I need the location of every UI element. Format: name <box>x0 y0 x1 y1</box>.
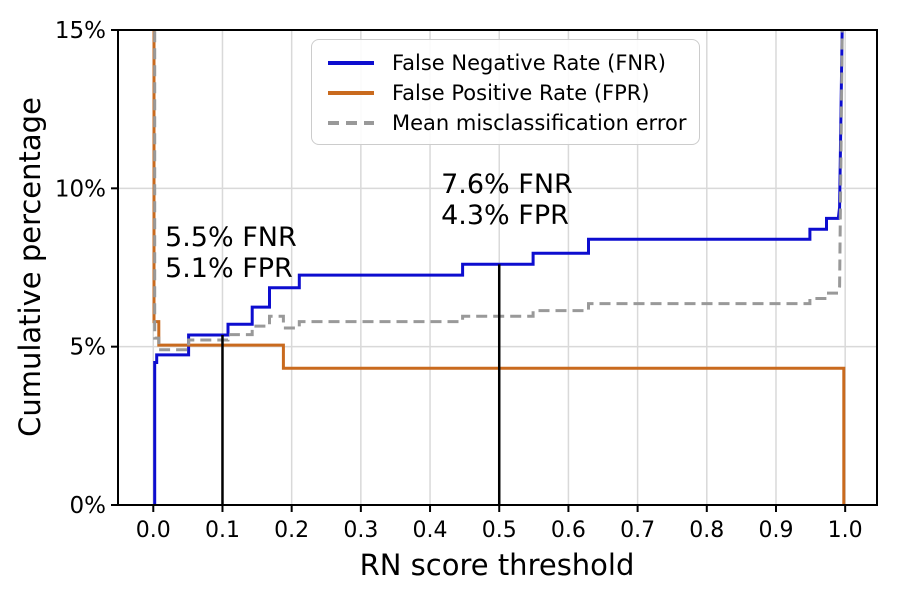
annotation-line: 5.1% FPR <box>165 252 293 284</box>
x-tick-label: 0.9 <box>758 518 793 543</box>
x-axis-label: RN score threshold <box>359 548 635 582</box>
y-tick-label: 15% <box>55 18 106 44</box>
y-axis-label: Cumulative percentage <box>13 97 47 437</box>
x-tick-label: 0.0 <box>136 518 171 543</box>
x-tick-label: 0.8 <box>689 518 724 543</box>
annotation-7-6-fnr: 7.6% FNR 4.3% FPR <box>441 169 573 231</box>
legend-entry-false-positive-rate-fpr: False Positive Rate (FPR) <box>328 78 685 108</box>
plot-border <box>117 29 878 506</box>
x-tick-label: 0.7 <box>620 518 655 543</box>
legend: False Negative Rate (FNR) False Positive … <box>311 39 700 145</box>
x-tick-label: 1.0 <box>828 518 863 543</box>
x-tick-label: 0.6 <box>551 518 586 543</box>
y-tick-label: 10% <box>55 176 106 202</box>
annotation-line: 5.5% FNR <box>165 221 297 253</box>
tick-labels: 0.0 0.1 0.2 0.3 0.4 0.5 0.6 0.7 0.8 0.9 1.0 0% 5% 10%… <box>55 18 863 543</box>
x-tick-label: 0.1 <box>205 518 240 543</box>
x-tick-label: 0.2 <box>274 518 309 543</box>
annotation-5-5-fnr: 5.5% FNR 5.1% FPR <box>165 222 297 284</box>
y-tick-label: 5% <box>70 335 107 361</box>
series-line-mean-misclassification-error <box>153 30 844 352</box>
threshold-lines <box>221 264 501 505</box>
tick-marks <box>111 29 847 512</box>
x-tick-label: 0.4 <box>413 518 448 543</box>
series-group <box>152 30 846 505</box>
legend-label: False Negative Rate (FNR) <box>392 51 666 75</box>
legend-entry-false-negative-rate-fnr: False Negative Rate (FNR) <box>328 48 685 78</box>
legend-label: False Positive Rate (FPR) <box>392 81 650 105</box>
legend-line-sample <box>328 61 374 65</box>
x-tick-label: 0.5 <box>482 518 517 543</box>
x-tick-label: 0.3 <box>343 518 378 543</box>
legend-line-sample <box>328 91 374 95</box>
legend-line-sample <box>328 121 374 125</box>
y-tick-label: 0% <box>70 493 107 519</box>
annotation-line: 4.3% FPR <box>441 200 569 232</box>
legend-label: Mean misclassification error <box>392 111 687 135</box>
annotation-line: 7.6% FNR <box>441 169 573 201</box>
legend-entry-mean-misclassification-error: Mean misclassification error <box>328 108 687 138</box>
series-line-false-negative-rate-fnr <box>153 30 844 505</box>
